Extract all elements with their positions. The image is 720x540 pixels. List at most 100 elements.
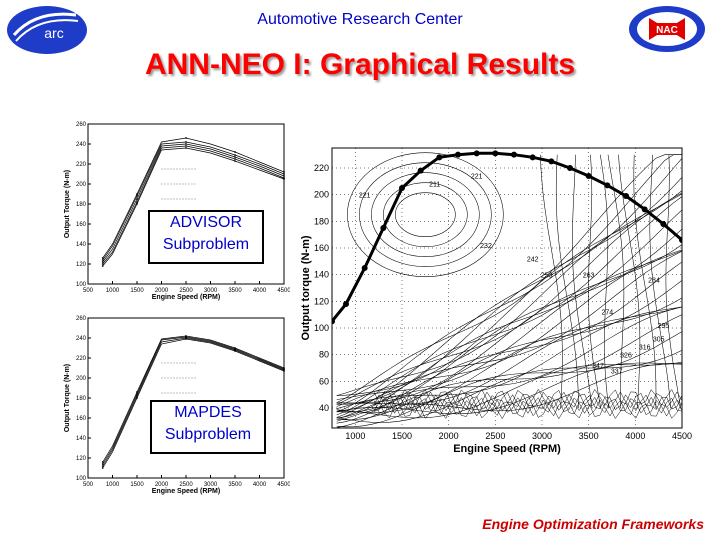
advisor-data-point [185,141,187,143]
map-contour-line [336,306,682,405]
map-contour-line [336,154,682,403]
contour-label: 284 [648,278,660,285]
map-ytick: 60 [319,376,329,386]
map-contour-line [336,361,682,419]
mapdes-ytick: 240 [76,336,87,342]
map-xtick: 2000 [439,431,459,441]
map-contour-line [336,192,682,405]
advisor-legend: ADVISOR Subproblem [148,210,264,264]
mapdes-ytick: 180 [76,396,87,402]
contour-label: 242 [527,256,539,263]
advisor-data-point [283,175,285,177]
advisor-xtick: 3500 [228,288,242,294]
mapdes-ytick: 140 [76,436,87,442]
map-ytick: 40 [319,403,329,413]
advisor-ytick: 180 [76,202,87,208]
mapdes-ytick: 100 [76,476,87,482]
advisor-data-point [185,143,187,145]
map-xtick: 3000 [532,431,552,441]
max-torque-point [455,151,461,158]
map-xlabel: Engine Speed (RPM) [453,443,561,455]
mapdes-legend: MAPDES Subproblem [150,400,266,454]
map-ytick: 200 [314,190,329,200]
mapdes-data-point [185,335,187,337]
max-torque-point [473,150,480,157]
advisor-ytick: 240 [76,142,87,148]
map-contour-line [336,209,682,419]
mapdes-data-point [101,463,104,465]
mapdes-xtick: 2500 [179,482,193,488]
contour-label: 295 [657,323,669,330]
map-contour-line [336,261,682,424]
mapdes-ytick: 160 [76,416,87,422]
map-contour-line [336,196,682,416]
advisor-data-point [136,198,138,200]
max-torque-point [492,150,499,157]
map-contour-line [600,154,609,409]
organization-header: Automotive Research Center [257,11,463,28]
map-contour-loop [359,162,492,267]
max-torque-point [332,318,335,325]
map-contour-loop [383,182,468,247]
map-contour-line [555,154,579,409]
mapdes-data-point [101,467,104,469]
map-contour-loop [347,152,504,277]
map-contour-loop [395,192,456,237]
map-xtick: 3500 [579,431,599,441]
contour-label: 263 [583,272,595,279]
mapdes-data-point [101,461,104,463]
advisor-xtick: 4500 [277,288,290,294]
advisor-data-point [101,261,104,263]
contour-label: 326 [620,352,632,359]
max-torque-point [623,193,629,199]
mapdes-xtick: 3000 [204,482,218,488]
advisor-ytick: 200 [76,182,87,188]
advisor-xtick: 1500 [130,288,144,294]
max-torque-point [604,182,611,189]
advisor-xtick: 4000 [253,288,267,294]
slide-title: ANN-NEO I: Graphical Results [144,48,576,81]
map-contour-line [336,250,682,418]
advisor-ytick: 100 [76,282,87,288]
advisor-ytick: 140 [76,242,87,248]
advisor-data-point [185,137,187,139]
contour-label: 253 [541,272,553,279]
map-contour-line [336,350,682,423]
advisor-data-point [185,145,187,147]
nac-logo-text: NAC [656,25,678,36]
max-torque-point [343,301,349,307]
mapdes-axes-frame [87,317,285,479]
mapdes-xtick: 1500 [130,482,144,488]
max-torque-point [641,206,648,213]
mapdes-data-point [101,465,104,467]
advisor-data-point [185,147,187,149]
map-contour-line [588,154,601,409]
mapdes-ytick: 220 [76,356,87,362]
advisor-xtick: 2500 [179,288,193,294]
map-contour-line [336,176,682,405]
advisor-legend-line1: ADVISOR [169,214,242,231]
max-torque-point [436,154,443,161]
mapdes-data-point [234,347,236,349]
advisor-ytick: 260 [76,122,87,128]
advisor-ytick: 160 [76,222,87,228]
advisor-data-point [101,257,104,259]
mapdes-data-point [283,367,285,369]
advisor-data-point [234,151,236,153]
contour-label: 211 [429,182,440,189]
map-xtick: 2500 [485,431,505,441]
map-contour-line [540,154,563,409]
map-contour-line [336,362,682,415]
map-ytick: 160 [314,243,329,253]
map-contour-line [633,154,657,409]
mapdes-data-point [185,338,187,340]
arc-logo-text: arc [44,25,63,41]
engine-map-plot: 211 221 221 232 242 253 263 274 284 295 305 316 326 3… [296,138,696,460]
contour-label: 337 [611,368,623,375]
advisor-data-point [136,203,138,205]
map-ytick: 180 [314,216,329,226]
max-torque-point [529,154,536,161]
map-ytick: 140 [314,270,329,280]
map-xtick: 4500 [672,431,692,441]
advisor-ytick: 120 [76,262,87,268]
